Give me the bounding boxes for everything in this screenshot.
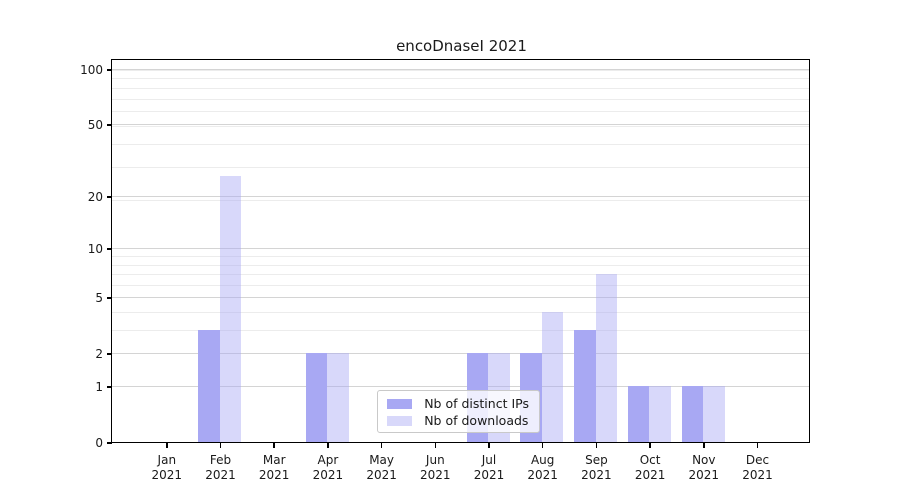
minor-gridline: [112, 143, 810, 145]
y-tick-label: 5: [95, 291, 103, 306]
x-tick-mark: [649, 443, 651, 448]
x-tick-mark: [488, 443, 490, 448]
bar-downloads-sep: [595, 274, 618, 443]
bar-downloads-nov: [703, 386, 725, 443]
minor-gridline: [112, 274, 810, 276]
legend-swatch-distinct-ips: [387, 398, 413, 409]
x-tick-mark: [595, 443, 598, 448]
x-tick-label-jan: Jan 2021: [151, 453, 183, 482]
x-tick-label-dec: Dec 2021: [742, 453, 773, 482]
legend-swatch-downloads: [387, 415, 413, 426]
x-tick-label-jul: Jul 2021: [473, 453, 505, 482]
bar-distinct-ips-sep: [574, 330, 596, 443]
bar-downloads-apr: [327, 353, 349, 443]
minor-gridline: [112, 264, 810, 266]
y-tick-label: 10: [87, 242, 103, 257]
x-tick-mark: [703, 443, 705, 448]
y-tick-label: 0: [95, 436, 103, 450]
x-tick-mark: [541, 443, 544, 448]
x-tick-label-oct: Oct 2021: [634, 453, 666, 482]
x-tick-label-feb: Feb 2021: [205, 453, 236, 482]
x-tick-label-nov: Nov 2021: [688, 453, 720, 482]
minor-gridline: [112, 284, 810, 286]
y-tick-mark: [106, 124, 112, 126]
legend: Nb of distinct IPs Nb of downloads: [377, 390, 541, 434]
y-tick-label: 100: [80, 62, 103, 77]
bar-distinct-ips-apr: [305, 353, 328, 443]
minor-gridline: [112, 167, 810, 169]
x-tick-label-jun: Jun 2021: [420, 453, 451, 482]
legend-row-distinct-ips: Nb of distinct IPs: [387, 396, 531, 411]
major-gridline: [112, 68, 810, 70]
bar-distinct-ips-feb: [198, 330, 220, 443]
x-tick-label-may: May 2021: [366, 453, 397, 482]
plot-area: Nb of distinct IPs Nb of downloads: [111, 59, 811, 444]
minor-gridline: [112, 78, 810, 80]
x-tick-label-sep: Sep 2021: [581, 453, 612, 482]
bar-downloads-aug: [541, 312, 564, 443]
y-tick-label: 1: [95, 379, 103, 394]
y-tick-mark: [106, 196, 112, 198]
legend-label-distinct-ips: Nb of distinct IPs: [424, 396, 529, 412]
y-tick-mark: [106, 248, 112, 250]
major-gridline: [112, 196, 810, 197]
y-tick-mark: [106, 69, 112, 71]
x-tick-label-aug: Aug 2021: [527, 453, 558, 482]
x-tick-label-apr: Apr 2021: [312, 453, 344, 482]
minor-gridline: [112, 199, 810, 201]
bar-distinct-ips-oct: [627, 386, 650, 443]
minor-gridline: [112, 125, 810, 127]
y-tick-mark: [106, 353, 112, 355]
legend-row-downloads: Nb of downloads: [387, 413, 531, 428]
minor-gridline: [112, 111, 810, 113]
x-tick-mark: [219, 443, 222, 448]
bar-distinct-ips-nov: [681, 386, 703, 443]
x-tick-mark: [166, 443, 168, 448]
x-tick-mark: [434, 443, 437, 448]
major-gridline: [112, 124, 810, 126]
x-tick-mark: [327, 443, 329, 448]
x-tick-mark: [756, 443, 759, 448]
x-tick-mark: [273, 443, 275, 448]
legend-label-downloads: Nb of downloads: [424, 413, 529, 429]
major-gridline: [112, 386, 810, 388]
x-tick-label-mar: Mar 2021: [258, 453, 290, 482]
minor-gridline: [112, 256, 810, 257]
major-gridline: [112, 248, 810, 250]
minor-gridline: [112, 330, 810, 332]
bar-downloads-feb: [219, 175, 242, 443]
y-tick-mark: [106, 386, 112, 388]
chart-title: encoDnaseI 2021: [396, 37, 527, 55]
y-tick-label: 50: [87, 118, 103, 133]
bar-downloads-oct: [649, 386, 671, 443]
major-gridline: [112, 297, 810, 299]
minor-gridline: [112, 98, 810, 100]
minor-gridline: [112, 312, 810, 314]
y-tick-mark: [106, 297, 112, 299]
y-tick-label: 2: [95, 347, 103, 362]
minor-gridline: [112, 87, 810, 89]
y-tick-mark: [106, 442, 112, 444]
y-tick-label: 20: [87, 189, 103, 204]
minor-gridline: [112, 69, 810, 71]
x-tick-mark: [380, 443, 383, 448]
major-gridline: [112, 353, 810, 355]
